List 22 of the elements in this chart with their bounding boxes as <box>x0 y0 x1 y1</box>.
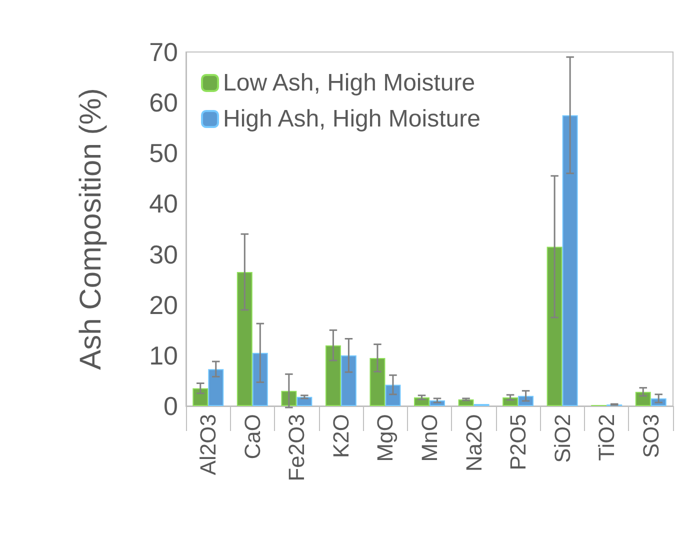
x-tick-label: TiO2 <box>594 414 620 461</box>
y-tick-label: 40 <box>149 188 178 219</box>
y-tick-label: 0 <box>164 391 178 421</box>
x-tick-label: MnO <box>417 414 442 462</box>
legend-label: High Ash, High Moisture <box>223 106 480 132</box>
x-tick-label: Na2O <box>461 414 486 472</box>
x-tick-label: K2O <box>328 414 354 458</box>
y-tick-label: 10 <box>149 340 178 370</box>
x-tick-label: MgO <box>372 414 398 462</box>
y-tick-label: 60 <box>149 88 178 118</box>
x-tick-label: Al2O3 <box>196 414 221 476</box>
y-axis-title: Ash Composition (%) <box>74 88 108 370</box>
y-tick-label: 30 <box>149 239 178 270</box>
x-tick-label: SO3 <box>638 414 664 458</box>
x-tick-label: CaO <box>240 414 265 460</box>
x-tick-label: P2O5 <box>506 414 531 470</box>
x-tick-label: SiO2 <box>550 414 575 463</box>
y-tick-label: 70 <box>149 37 178 67</box>
y-tick-label: 50 <box>149 138 178 168</box>
x-tick-label: Fe2O3 <box>284 414 310 482</box>
y-tick-label: 20 <box>149 290 178 320</box>
legend-label: Low Ash, High Moisture <box>223 70 476 96</box>
